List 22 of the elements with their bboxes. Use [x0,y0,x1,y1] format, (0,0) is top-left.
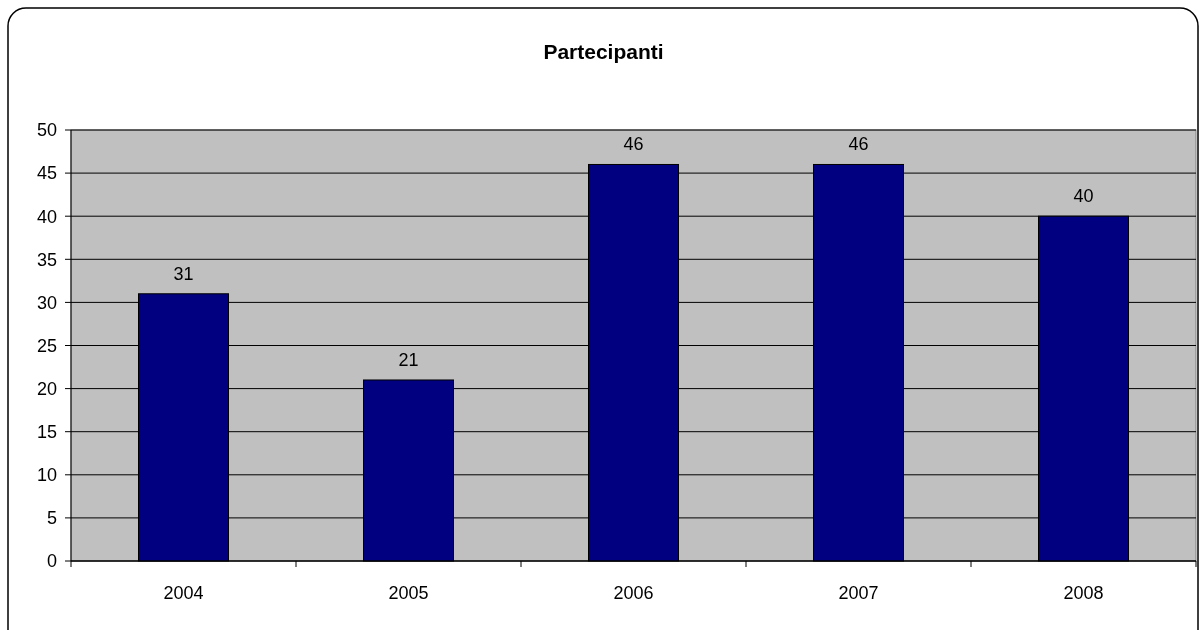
x-tick-label: 2008 [1063,583,1104,603]
data-label: 46 [848,134,869,155]
y-tick-label: 15 [36,422,57,442]
y-tick-label: 35 [36,249,57,270]
y-tick-label: 5 [46,508,57,529]
x-tick-label: 2006 [613,583,654,603]
y-tick-label: 10 [36,465,57,486]
y-tick-label: 40 [36,206,57,227]
y-tick-label: 50 [36,120,57,141]
chart-title: Partecipanti [543,40,664,63]
data-label: 46 [623,134,644,155]
x-tick-label: 2004 [163,583,204,603]
y-tick-label: 20 [36,378,57,399]
x-tick-label: 2005 [388,583,429,603]
data-label: 21 [398,349,419,370]
data-label: 31 [173,263,194,284]
y-tick-label: 45 [36,163,57,184]
y-tick-label: 25 [36,335,57,356]
y-tick-label: 30 [36,292,57,313]
data-label: 40 [1073,186,1094,207]
x-tick-label: 2007 [838,583,879,603]
y-tick-label: 0 [46,551,57,572]
